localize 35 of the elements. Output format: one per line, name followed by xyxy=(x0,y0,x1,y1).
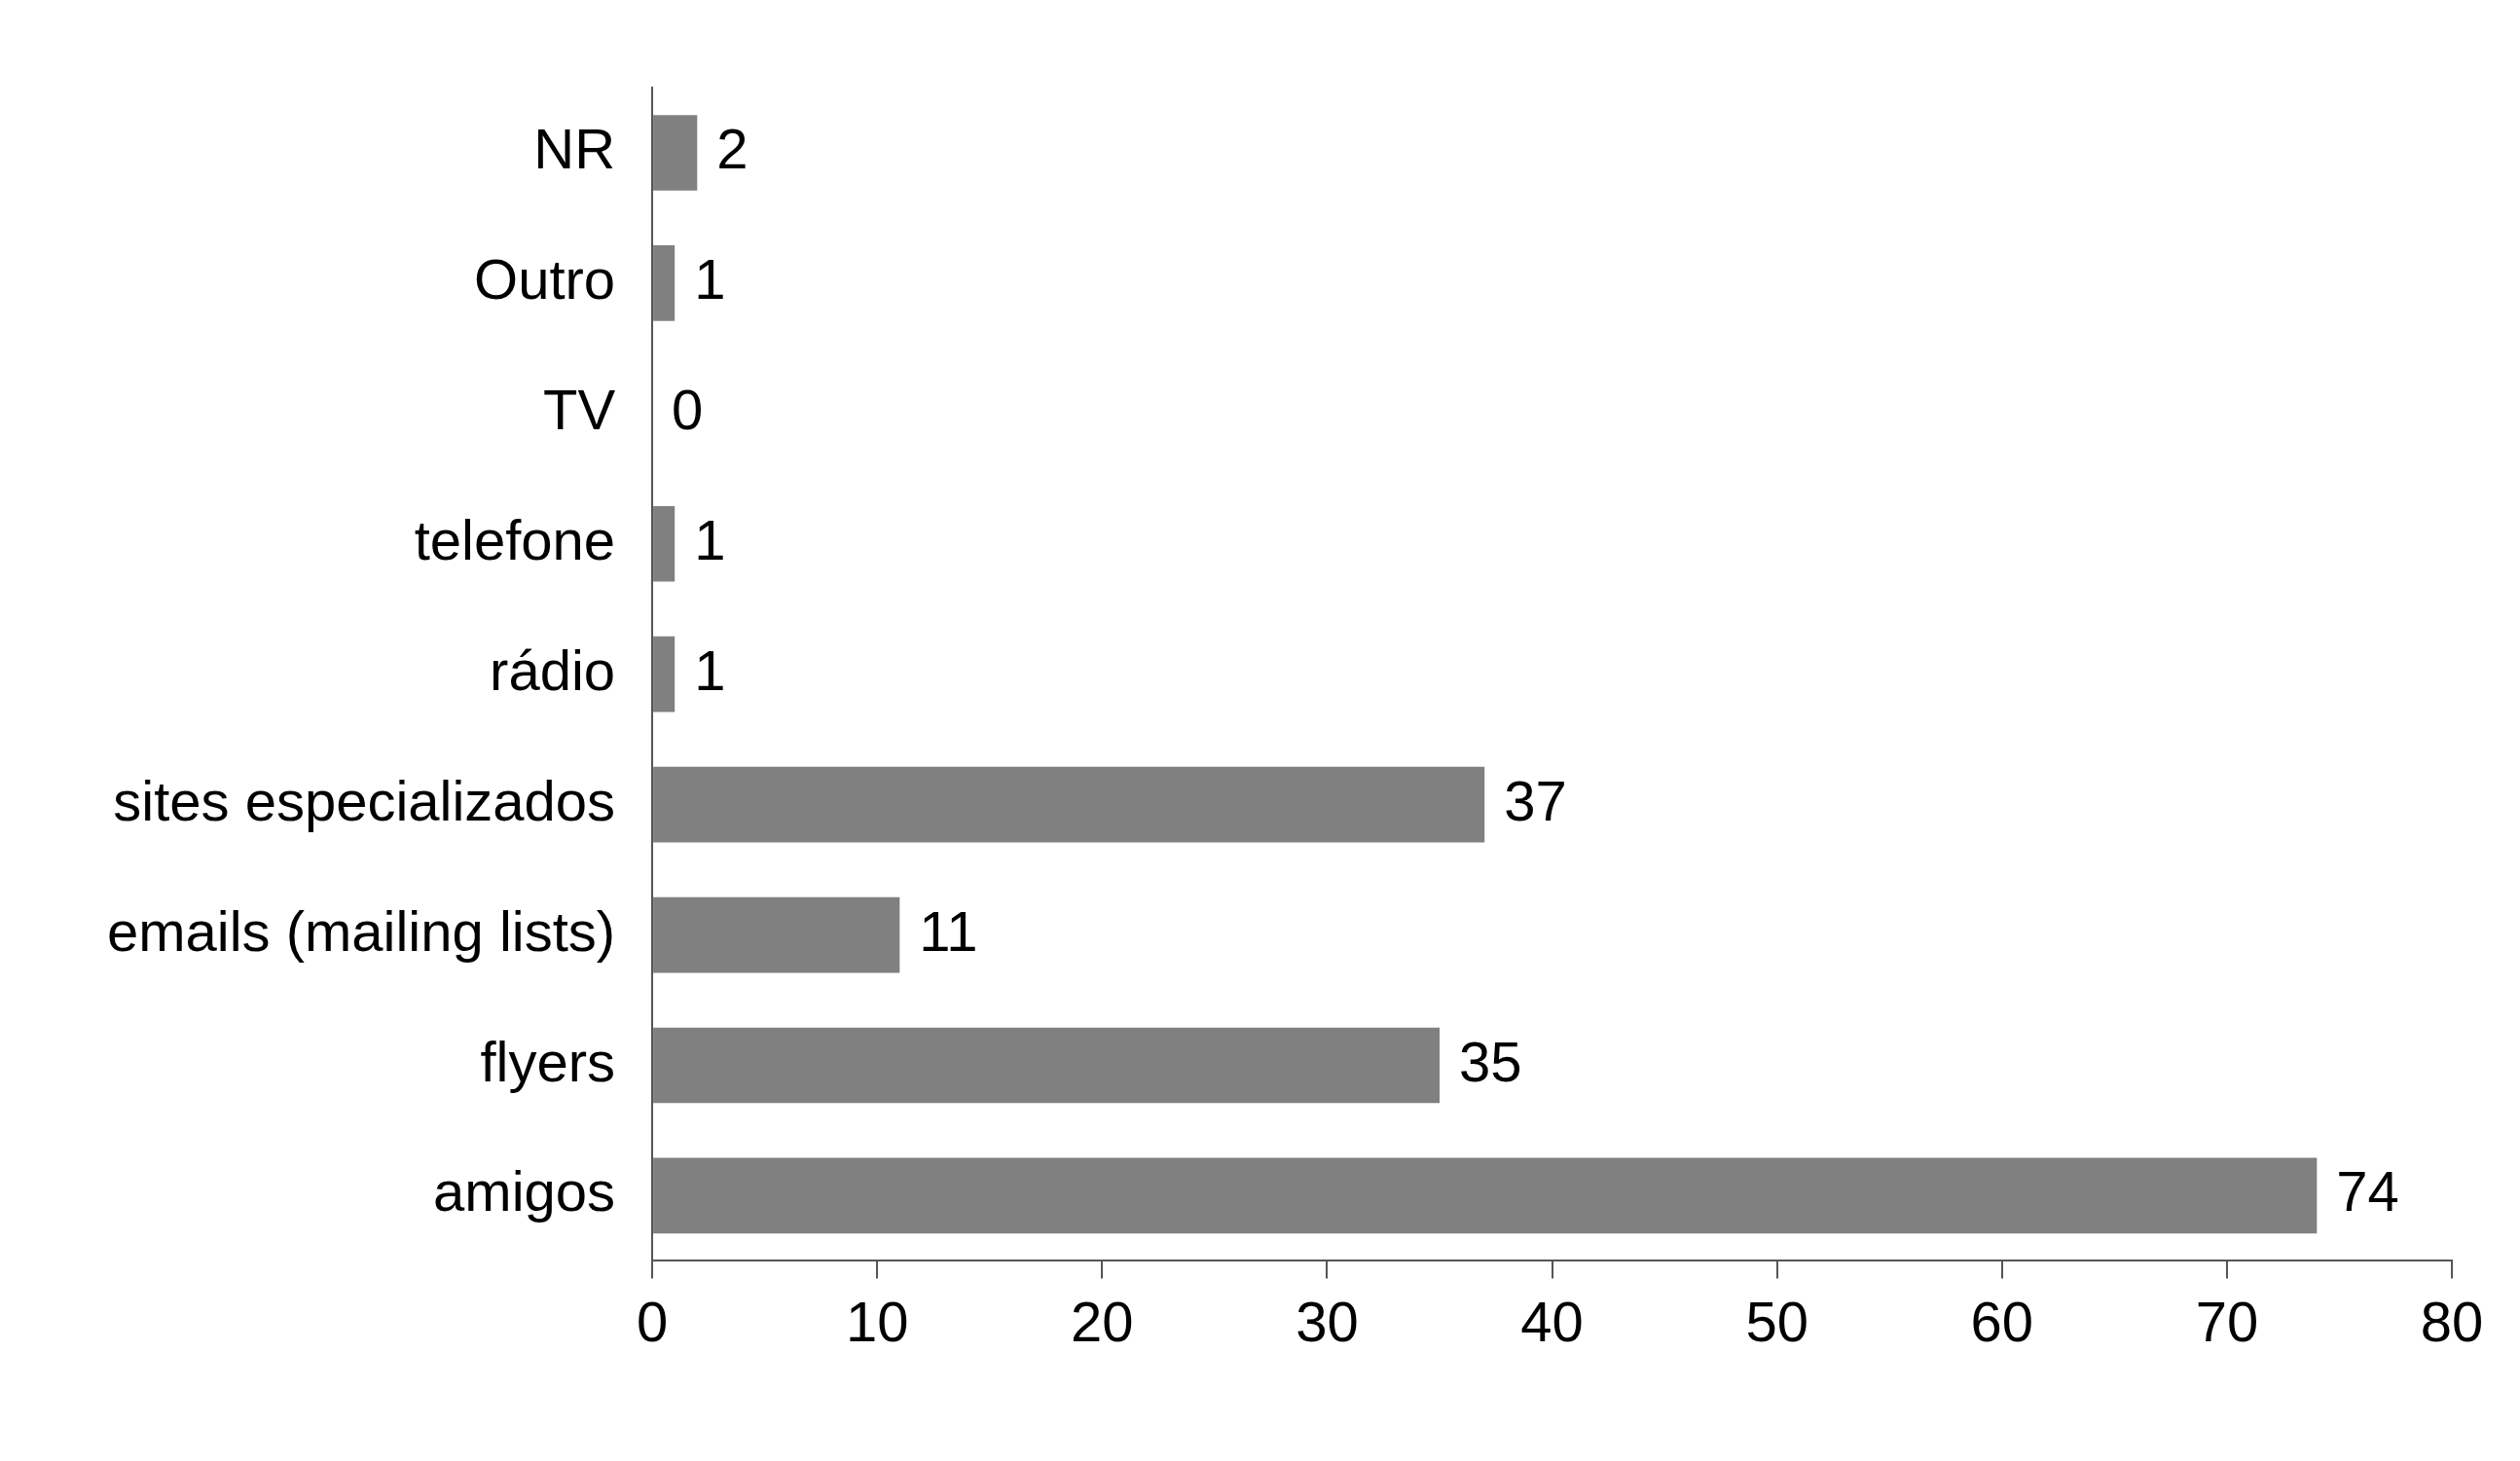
bar xyxy=(653,1157,2318,1234)
data-label: 11 xyxy=(919,898,978,963)
y-tick-label: NR xyxy=(533,116,616,180)
y-tick-label: TV xyxy=(542,377,616,441)
bar xyxy=(653,505,676,582)
y-tick-label: amigos xyxy=(433,1159,616,1224)
data-label: 0 xyxy=(672,377,704,441)
x-tick-label: 60 xyxy=(1970,1290,2034,1354)
x-tick-label: 80 xyxy=(2420,1290,2484,1354)
bar xyxy=(653,636,676,712)
x-tick-label: 0 xyxy=(636,1290,669,1354)
data-label: 1 xyxy=(694,246,726,310)
data-label: 74 xyxy=(2336,1159,2399,1224)
data-label: 37 xyxy=(1504,768,1567,832)
x-tick-label: 40 xyxy=(1520,1290,1584,1354)
data-label: 1 xyxy=(694,507,726,571)
bar xyxy=(653,896,900,973)
data-label: 1 xyxy=(694,638,726,702)
y-tick-label: flyers xyxy=(480,1029,616,1093)
y-tick-label: telefone xyxy=(414,507,616,571)
y-tick-label: rádio xyxy=(490,638,616,702)
data-label: 35 xyxy=(1458,1029,1522,1093)
y-tick-label: sites especializados xyxy=(113,768,616,832)
x-tick-label: 20 xyxy=(1071,1290,1134,1354)
bar xyxy=(653,766,1485,843)
x-tick-label: 30 xyxy=(1296,1290,1359,1354)
x-tick-label: 50 xyxy=(1745,1290,1808,1354)
y-tick-label: Outro xyxy=(474,246,616,310)
x-tick-label: 10 xyxy=(845,1290,909,1354)
bar xyxy=(653,115,698,191)
data-label: 2 xyxy=(716,116,749,180)
bar xyxy=(653,1027,1440,1104)
x-tick-label: 70 xyxy=(2195,1290,2259,1354)
y-tick-label: emails (mailing lists) xyxy=(106,898,616,963)
bar xyxy=(653,245,676,321)
